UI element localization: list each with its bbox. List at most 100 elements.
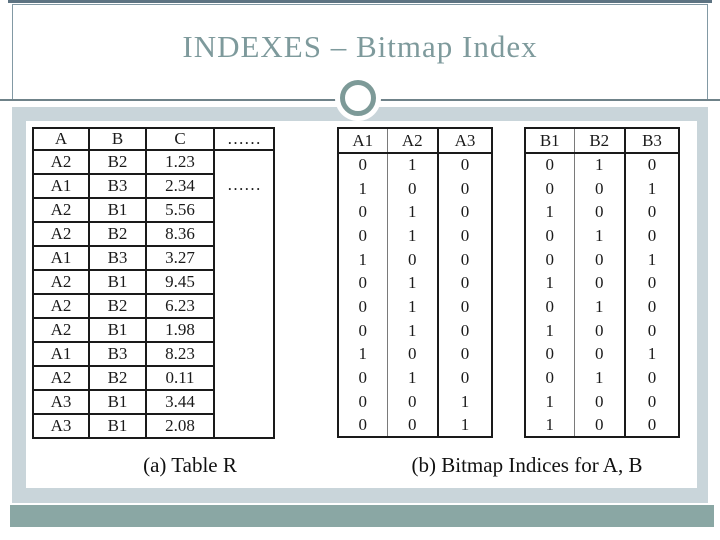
table-cell: 1: [387, 200, 439, 225]
table-cell: 0: [647, 202, 657, 222]
table-cell: 1: [525, 271, 575, 296]
table-cell: 0: [525, 366, 575, 390]
table-cell: 0: [574, 271, 626, 296]
ellipsis-cell: ……: [213, 149, 275, 439]
table-cell: 0: [460, 320, 470, 340]
content-panel: A B C…… A2 B2 1.23…… A1 B3 2.34 A2 B1 5.56 A2 B2 8.36 A…: [26, 121, 697, 488]
table-cell: 0: [460, 273, 470, 293]
table-cell: B2: [88, 293, 147, 319]
table-cell: B2: [88, 149, 147, 175]
table-cell: 0: [647, 296, 657, 316]
table-cell: 0: [387, 342, 439, 367]
table-cell: 1: [574, 224, 626, 248]
table-cell: 0.11: [145, 365, 215, 391]
table-cell: 0: [574, 342, 626, 367]
table-cell: 1: [647, 344, 657, 364]
table-cell: 1: [647, 249, 657, 269]
column-header: B: [88, 127, 147, 151]
table-cell: 0: [574, 200, 626, 225]
table-cell: 0: [460, 344, 470, 364]
table-cell: 0: [338, 366, 388, 390]
table-cell: 0: [574, 176, 626, 201]
table-cell: 0: [460, 225, 470, 245]
table-cell: 5.56: [145, 197, 215, 223]
table-row: A1 B3 3.27: [32, 245, 274, 271]
table-cell: B1: [88, 317, 147, 343]
top-accent-line: [8, 0, 712, 3]
column-header: A2: [387, 128, 439, 154]
table-cell: 1: [387, 271, 439, 296]
table-cell: 0: [460, 249, 470, 269]
table-cell: 1: [387, 224, 439, 248]
table-cell: 1: [387, 295, 439, 319]
table-cell: 1: [574, 366, 626, 390]
table-cell: 0: [647, 155, 657, 175]
table-row: A3 B1 2.08: [32, 413, 274, 439]
table-cell: A2: [32, 293, 90, 319]
table-cell: 1: [387, 318, 439, 343]
table-cell: 2.34: [145, 173, 215, 199]
table-row: A2 B1 5.56: [32, 197, 274, 223]
table-cell: 0: [647, 273, 657, 293]
column-header: ……: [213, 127, 275, 151]
table-cell: 1: [338, 342, 388, 367]
table-cell: 6.23: [145, 293, 215, 319]
table-cell: 1: [574, 153, 626, 177]
table-cell: 1: [525, 389, 575, 414]
header-row: A B C……: [32, 127, 275, 151]
table-cell: 0: [338, 295, 388, 319]
table-cell: 0: [574, 318, 626, 343]
table-cell: A2: [32, 365, 90, 391]
table-cell: 0: [647, 320, 657, 340]
header-row: B1 B2 B3: [525, 128, 679, 154]
table-row: A2 B1 9.45: [32, 269, 274, 295]
circle-ornament: [335, 75, 381, 121]
circle-ring-icon: [340, 80, 376, 116]
table-cell: 9.45: [145, 269, 215, 295]
table-cell: B1: [88, 389, 147, 415]
table-cell: 1: [525, 200, 575, 225]
table-cell: 1: [460, 391, 470, 411]
table-cell: A1: [32, 341, 90, 367]
table-cell: 0: [525, 295, 575, 319]
table-cell: 1: [387, 366, 439, 390]
table-cell: B1: [88, 269, 147, 295]
column-header: B3: [625, 128, 679, 154]
table-cell: 0: [338, 200, 388, 225]
table-row: A2 B2 0.11: [32, 365, 274, 391]
table-cell: 1: [574, 295, 626, 319]
table-cell: B3: [88, 341, 147, 367]
table-cell: 1: [460, 414, 470, 434]
slide-title: INDEXES – Bitmap Index: [182, 29, 538, 64]
table-cell: 0: [574, 413, 626, 438]
column-header: A: [32, 127, 90, 151]
table-row: A2 B1 1.98: [32, 317, 274, 343]
table-cell: A2: [32, 197, 90, 223]
table-cell: 1: [387, 153, 439, 177]
table-cell: 8.36: [145, 221, 215, 247]
table-row: A1 B3 8.23: [32, 341, 274, 367]
table-cell: 0: [338, 413, 388, 438]
table-cell: 1: [338, 247, 388, 272]
table-cell: B1: [88, 197, 147, 223]
table-cell: 0: [574, 247, 626, 272]
column-header: C: [145, 127, 215, 151]
table-cell: 0: [460, 368, 470, 388]
table-cell: 0: [525, 247, 575, 272]
table-cell: 3.27: [145, 245, 215, 271]
